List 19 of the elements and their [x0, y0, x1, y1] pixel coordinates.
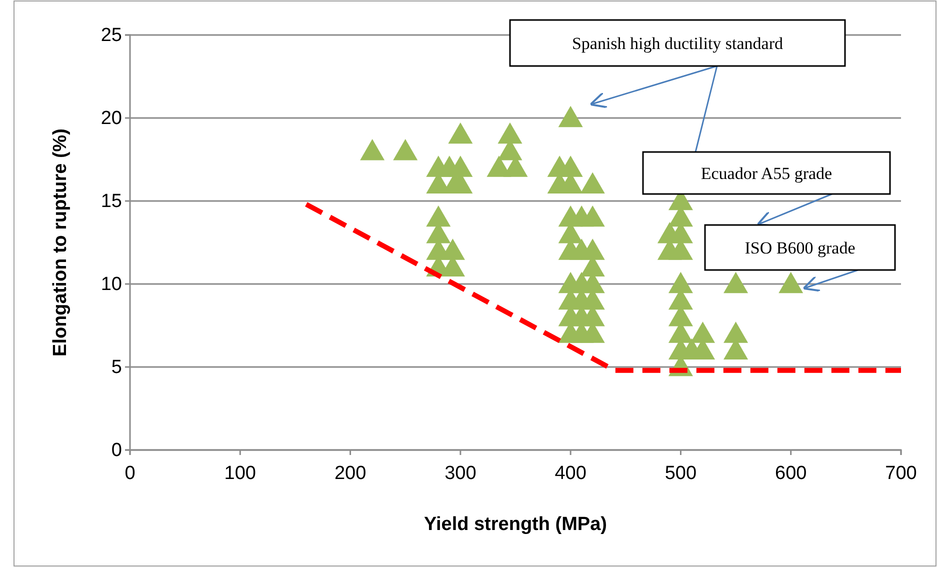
y-axis-title: Elongation to rupture (%)	[50, 128, 71, 356]
x-tick-label: 700	[885, 462, 917, 484]
x-tick-label: 300	[444, 462, 476, 484]
y-tick-label: 10	[100, 274, 122, 296]
x-tick-label: 500	[664, 462, 697, 484]
x-tick-label: 0	[124, 462, 136, 484]
y-tick-label: 25	[100, 25, 122, 46]
y-tick-label: 15	[100, 191, 122, 212]
y-tick-label: 5	[111, 357, 122, 378]
x-tick-label: 100	[224, 462, 256, 484]
x-tick-label: 200	[334, 462, 366, 484]
annotation: Ecuador A55 grade	[700, 164, 832, 183]
y-tick-label: 20	[100, 108, 122, 130]
annotation: ISO B600 grade	[744, 238, 856, 258]
x-axis-title: Yield strength (MPa)	[424, 514, 607, 535]
x-tick-label: 600	[775, 462, 807, 484]
annotation: Spanish high ductility standard	[572, 34, 784, 53]
y-tick-label: 0	[111, 440, 122, 462]
x-tick-label: 400	[554, 462, 586, 484]
